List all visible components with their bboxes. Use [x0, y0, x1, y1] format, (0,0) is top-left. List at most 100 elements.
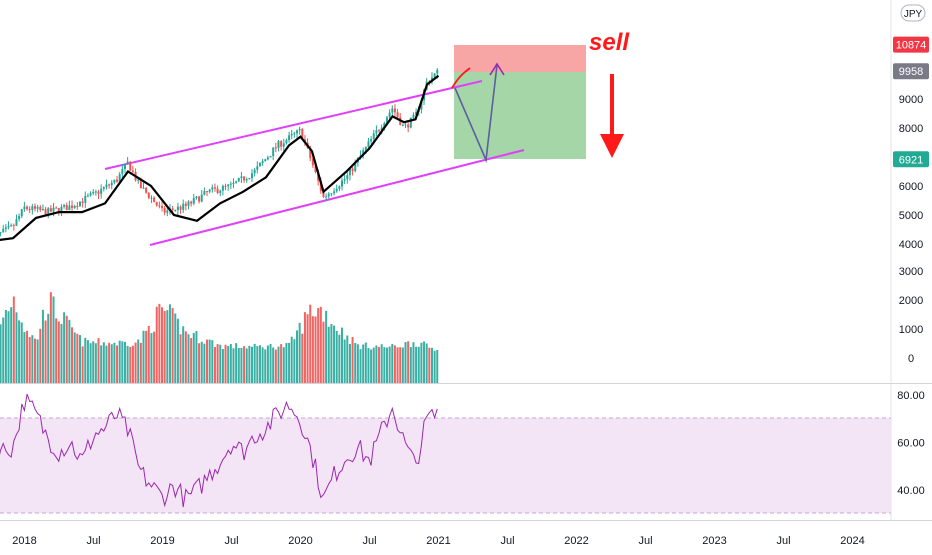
volume-bar — [423, 341, 426, 383]
take-profit-zone[interactable] — [454, 72, 586, 159]
candle-body — [235, 181, 238, 184]
volume-bar — [420, 342, 423, 383]
volume-bar — [153, 331, 156, 383]
volume-bar — [409, 347, 412, 383]
volume-bar — [335, 330, 338, 383]
candle-body — [92, 191, 95, 194]
volume-bar — [433, 350, 436, 383]
candle-body — [116, 179, 119, 182]
candle-body — [94, 191, 97, 193]
candle-body — [81, 201, 84, 203]
candle-body — [409, 117, 412, 128]
volume-bar — [206, 339, 209, 383]
currency-badge[interactable] — [900, 4, 926, 22]
time-axis[interactable]: 2018 Jul 2019 Jul 2020 Jul 2021 Jul 2022 Jul 2023 J… — [12, 535, 864, 547]
candle-body — [4, 227, 7, 229]
volume-bar — [147, 325, 150, 383]
projection-path[interactable] — [454, 64, 498, 164]
volume-bar — [224, 344, 227, 383]
volume-bar — [428, 347, 431, 383]
candle-body — [123, 163, 126, 169]
volume-bar — [15, 312, 18, 383]
candle-body — [41, 209, 44, 211]
volume-bar — [97, 338, 100, 383]
candle-body — [147, 192, 150, 198]
time-tick-label: Jul — [86, 535, 100, 547]
stop-loss-zone[interactable] — [454, 45, 586, 72]
price-badge — [893, 151, 929, 168]
volume-bar — [285, 343, 288, 383]
volume-bar — [105, 345, 108, 383]
volume-bar — [385, 347, 388, 383]
candle-body — [385, 117, 388, 124]
candle-body — [73, 205, 76, 208]
candle-body — [335, 188, 338, 192]
candle-body — [327, 193, 330, 197]
time-tick-label: 2024 — [840, 535, 864, 547]
rsi-axis[interactable]: 80.00 60.00 40.00 — [897, 390, 925, 497]
volume-bar — [301, 333, 304, 383]
volume-bar — [118, 340, 121, 383]
price-tick-label: 4000 — [899, 239, 923, 251]
volume-bar — [55, 318, 58, 383]
candle-body — [203, 191, 206, 195]
volume-bar — [89, 343, 92, 383]
price-badge-label: 10874 — [896, 40, 927, 52]
volume-bar — [28, 337, 31, 383]
time-tick-label: Jul — [776, 535, 790, 547]
volume-bar — [187, 334, 190, 383]
candle-body — [200, 194, 203, 202]
volume-bar — [68, 319, 71, 383]
time-tick-label: 2021 — [426, 535, 450, 547]
price-tick-label: 8000 — [899, 123, 923, 135]
volume-bar — [436, 349, 439, 383]
candle-body — [367, 141, 370, 147]
volume-bar — [343, 339, 346, 383]
candle-body — [383, 123, 386, 128]
candle-body — [110, 182, 113, 186]
volume-bar — [333, 325, 336, 383]
time-tick-label: 2019 — [150, 535, 174, 547]
projection-arrowhead — [489, 62, 505, 76]
candle-body — [309, 147, 312, 159]
price-badge — [893, 63, 929, 80]
rsi-tick-label: 60.00 — [897, 438, 925, 450]
price-tick-label: 3000 — [899, 266, 923, 278]
candle-body — [396, 112, 399, 118]
candle-body — [219, 190, 222, 193]
volume-bar — [179, 334, 182, 383]
channel-upper-line[interactable] — [104, 80, 483, 170]
volume-bar — [145, 330, 148, 383]
candle-body — [290, 134, 293, 136]
volume-bar — [274, 349, 277, 383]
candle-body — [139, 179, 142, 189]
sell-annotation[interactable]: sell — [589, 29, 630, 56]
candle-body — [388, 112, 391, 118]
volume-bar — [415, 346, 418, 383]
time-tick-label: Jul — [500, 535, 514, 547]
channel-lower-line[interactable] — [149, 149, 525, 246]
volume-bar — [425, 343, 428, 383]
candle-body — [78, 201, 81, 207]
volume-bar — [142, 330, 145, 383]
volume-bar — [176, 318, 179, 383]
volume-bar — [383, 347, 386, 383]
volume-bar — [288, 342, 291, 383]
volume-bar — [227, 345, 230, 383]
candle-body — [311, 158, 314, 166]
candle-body — [288, 135, 291, 141]
volume-bar — [137, 339, 140, 383]
price-badge — [893, 36, 929, 53]
volume-bar — [248, 345, 251, 383]
candle-body — [20, 209, 23, 217]
volume-bar — [49, 292, 52, 383]
candle-body — [282, 143, 285, 147]
volume-bar — [129, 346, 132, 383]
candle-body — [126, 161, 129, 164]
volume-bar — [407, 341, 410, 383]
volume-bar — [269, 344, 272, 383]
candle-body — [391, 108, 394, 113]
candle-body — [89, 193, 92, 196]
volume-bar — [171, 308, 174, 383]
